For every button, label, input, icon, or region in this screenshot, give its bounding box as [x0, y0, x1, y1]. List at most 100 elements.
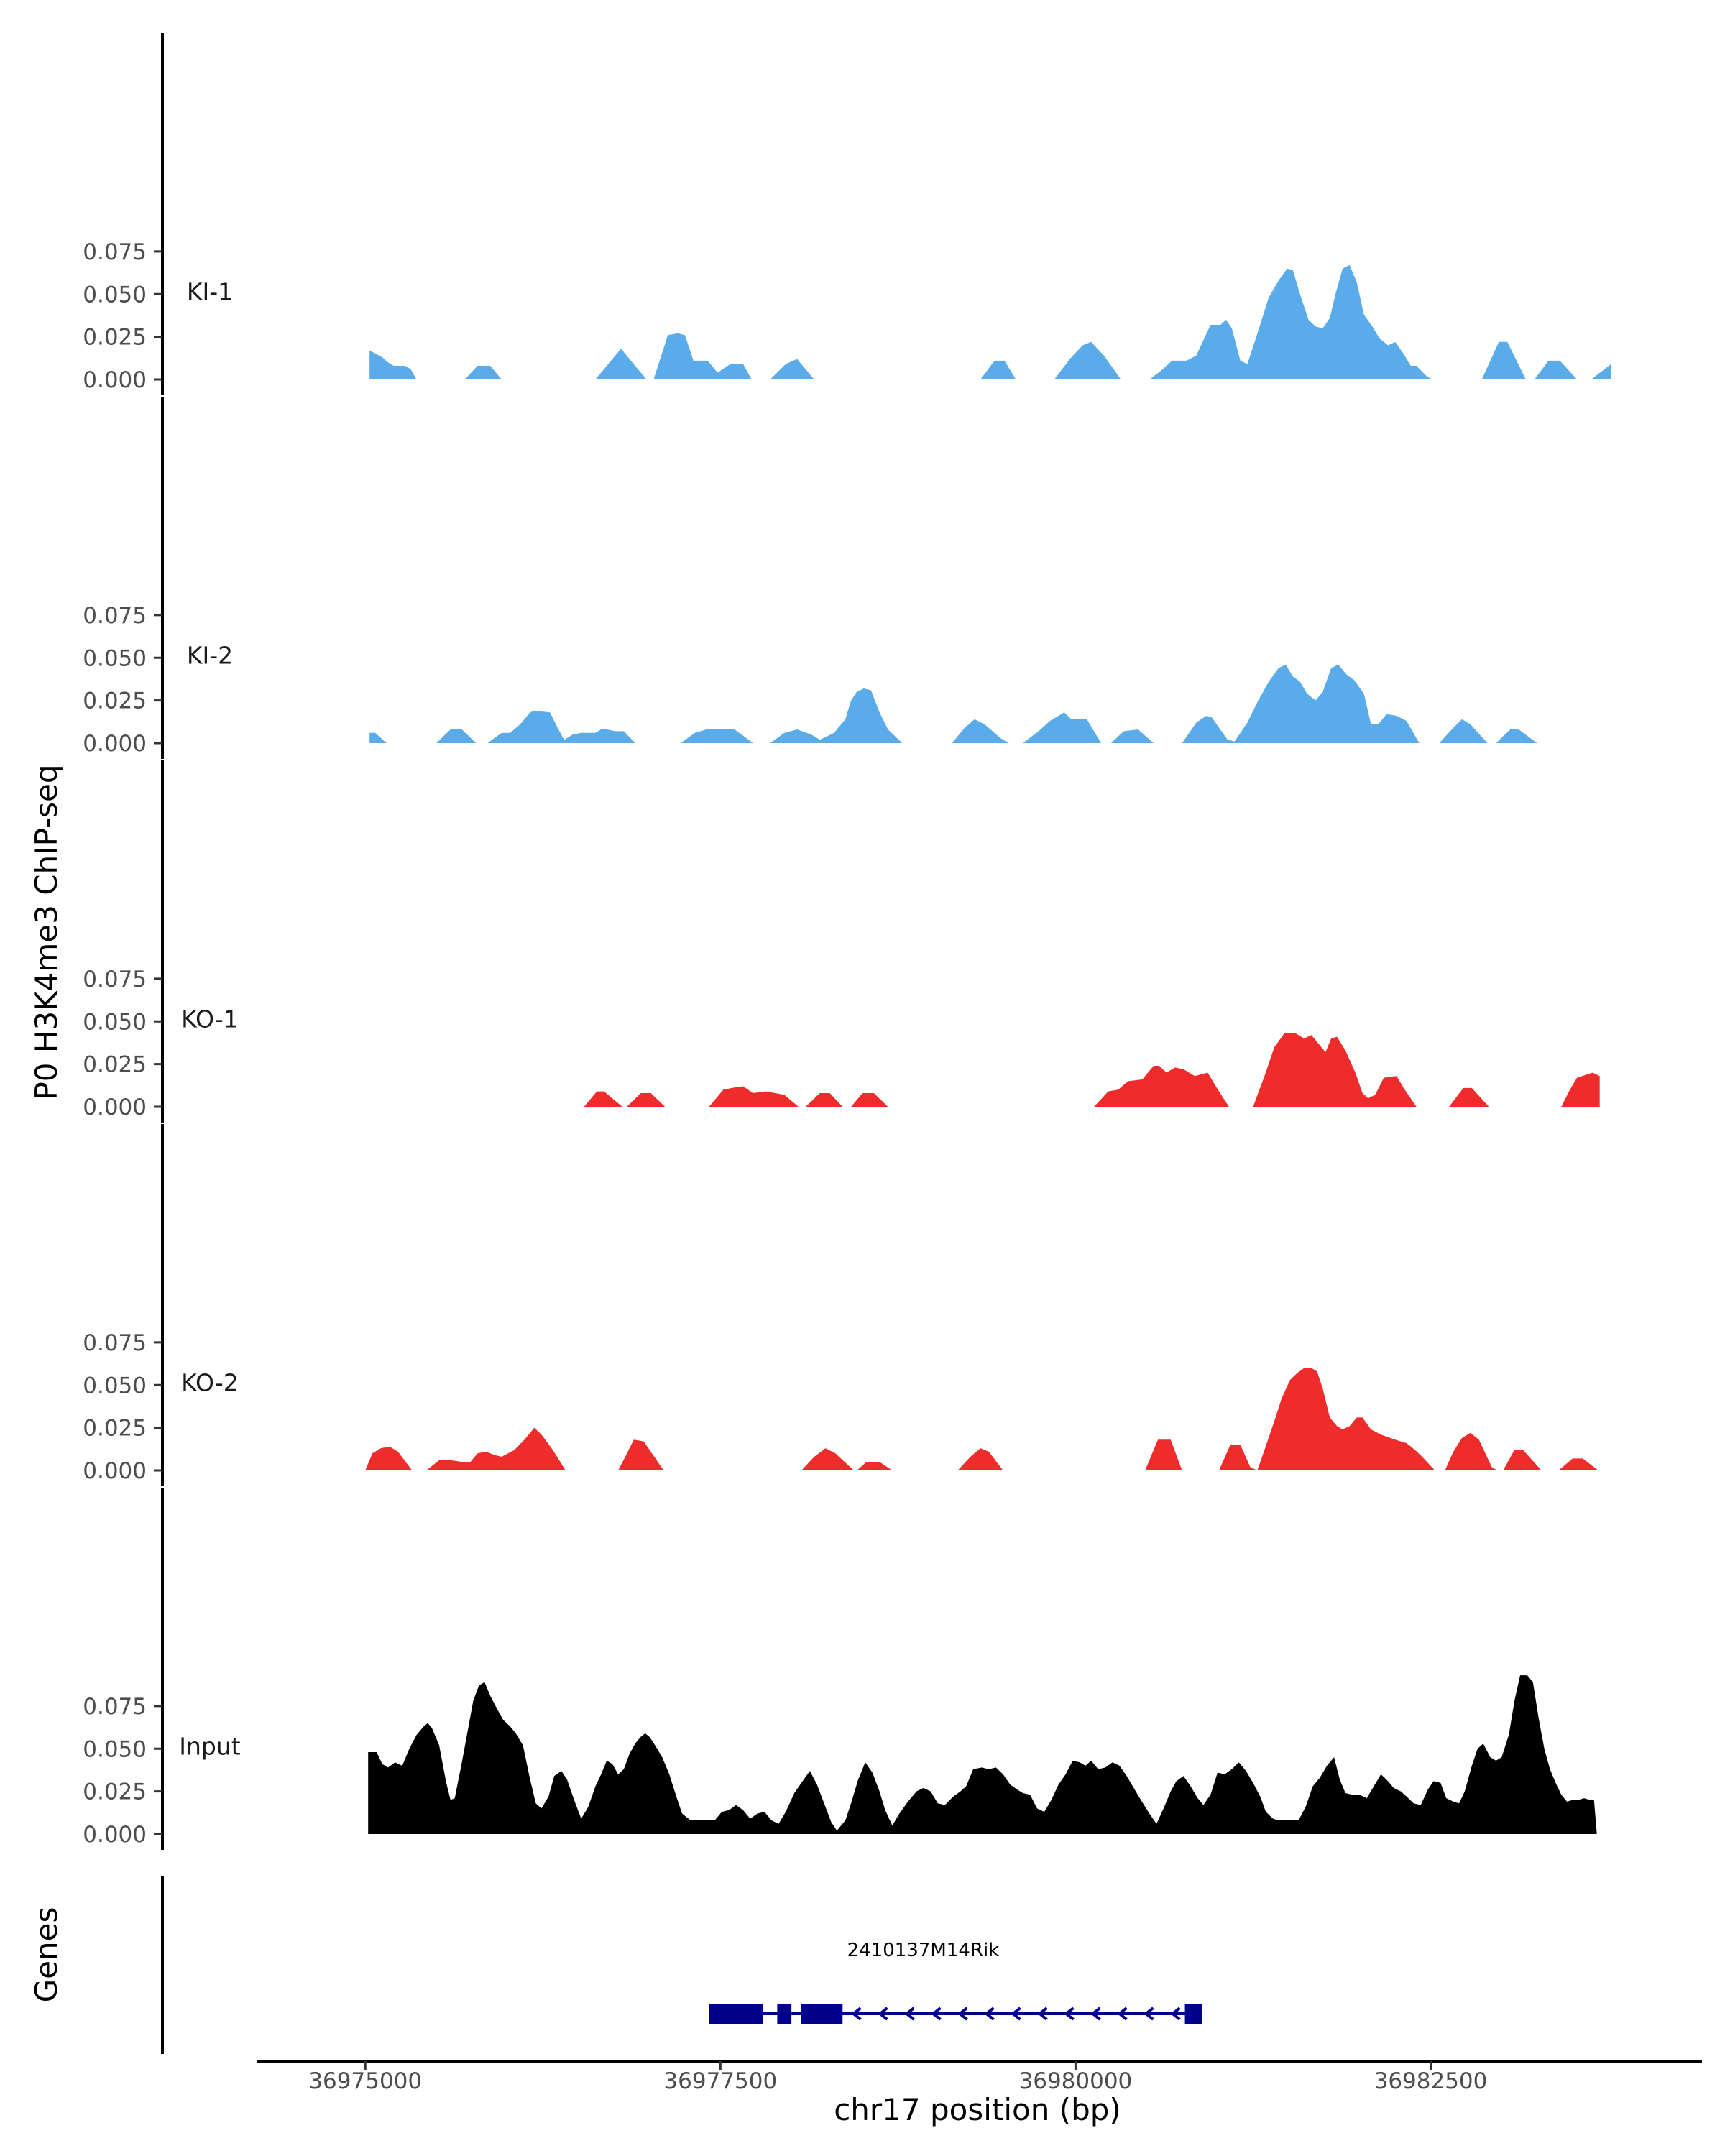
signal-area: [626, 1093, 666, 1107]
signal-area: [1110, 729, 1154, 743]
track-ki-2: 0.000 0.025 0.050 0.075 KI-2: [83, 397, 1537, 759]
y-tick-label: 0.075: [83, 239, 147, 265]
gene-track-title: Genes: [29, 1907, 64, 2003]
signal-area: [1561, 1072, 1600, 1107]
y-axis-title: P0 H3K4me3 ChIP-seq: [29, 764, 64, 1100]
gene-exon: [709, 2004, 763, 2024]
track-input: 0.000 0.025 0.050 0.075 Input: [83, 1488, 1597, 1850]
signal-area: [952, 719, 1009, 743]
signal-area: [436, 729, 477, 743]
y-tick-label: 0.050: [83, 282, 147, 308]
signal-area: [618, 1439, 664, 1470]
y-tick-label: 0.025: [83, 1779, 147, 1805]
signal-area: [1253, 1033, 1417, 1107]
gene-name: 2410137M14Rik: [847, 1940, 1000, 1961]
track-label: KO-2: [181, 1369, 239, 1397]
y-tick-label: 0.050: [83, 1373, 147, 1399]
y-tick-label: 0.050: [83, 1009, 147, 1035]
track-ko-1: 0.000 0.025 0.050 0.075 KO-1: [83, 760, 1600, 1123]
track-label: KI-2: [187, 642, 233, 670]
y-tick-label: 0.025: [83, 1052, 147, 1078]
signal-area: [369, 350, 417, 379]
y-tick-label: 0.000: [83, 1458, 147, 1484]
y-tick-label: 0.025: [83, 1416, 147, 1442]
signal-area: [709, 1086, 799, 1107]
signal-area: [1182, 664, 1420, 743]
signal-area: [1054, 341, 1121, 379]
signal-area: [1481, 341, 1526, 379]
strand-arrow: [878, 2007, 888, 2021]
signal-area: [1094, 1066, 1229, 1107]
strand-arrow: [1170, 2007, 1181, 2021]
signal-area: [1534, 360, 1578, 379]
signal-area: [801, 1448, 855, 1470]
track-panels: 0.0000.0250.0500.075KI-10.0000.0250.0500…: [83, 33, 1611, 1850]
signal-area: [770, 359, 814, 379]
track-label: Input: [179, 1733, 241, 1761]
signal-area: [1558, 1458, 1598, 1470]
y-tick-label: 0.075: [83, 1330, 147, 1356]
signal-area: [1445, 1432, 1498, 1470]
strand-arrow: [1144, 2007, 1154, 2021]
signal-area: [584, 1091, 622, 1107]
y-tick-label: 0.075: [83, 603, 147, 629]
strand-arrow: [957, 2007, 968, 2021]
signal-area: [426, 1427, 566, 1470]
signal-area: [1023, 712, 1101, 743]
signal-area: [980, 360, 1016, 379]
strand-arrow: [904, 2007, 915, 2021]
y-tick-label: 0.025: [83, 325, 147, 351]
track-label: KO-1: [181, 1005, 239, 1033]
x-tick-label: 36977500: [663, 2068, 777, 2094]
signal-area: [487, 710, 635, 743]
strand-arrow: [984, 2007, 995, 2021]
x-tick-label: 36980000: [1019, 2068, 1133, 2094]
signal-area: [1145, 1439, 1182, 1470]
y-tick-label: 0.000: [83, 731, 147, 757]
signal-area: [368, 1675, 1597, 1834]
gene-exon: [1184, 2004, 1202, 2024]
strand-arrow: [931, 2007, 942, 2021]
signal-area: [1219, 1368, 1435, 1470]
x-axis-title: chr17 position (bp): [834, 2092, 1121, 2127]
signal-area: [770, 688, 903, 743]
strand-arrow: [1037, 2007, 1048, 2021]
signal-area: [805, 1093, 843, 1107]
strand-arrow: [851, 2007, 862, 2021]
strand-arrow: [1117, 2007, 1128, 2021]
signal-area: [369, 732, 387, 743]
gene-exon: [801, 2004, 843, 2024]
gene-track: 2410137M14Rik: [161, 1876, 1202, 2054]
signal-area: [851, 1093, 888, 1107]
y-tick-label: 0.000: [83, 367, 147, 393]
track-label: KI-1: [187, 278, 233, 306]
gene-exon: [777, 2004, 792, 2024]
y-tick-label: 0.050: [83, 1736, 147, 1762]
signal-area: [1449, 1087, 1489, 1107]
signal-area: [365, 1446, 413, 1470]
y-tick-label: 0.000: [83, 1822, 147, 1848]
track-ko-2: 0.000 0.025 0.050 0.075 KO-2: [83, 1124, 1598, 1486]
signal-area: [681, 729, 753, 743]
signal-area: [1591, 364, 1611, 379]
y-tick-label: 0.075: [83, 1694, 147, 1720]
signal-area: [1149, 264, 1432, 379]
strand-arrow: [1090, 2007, 1101, 2021]
strand-arrow: [1011, 2007, 1021, 2021]
y-tick-label: 0.025: [83, 688, 147, 714]
x-axis: 36975000 36977500 36980000 36982500: [257, 2060, 1702, 2094]
strand-arrow: [1064, 2007, 1075, 2021]
signal-area: [1503, 1450, 1542, 1470]
signal-area: [595, 333, 752, 379]
y-tick-label: 0.050: [83, 645, 147, 671]
x-tick-label: 36982500: [1374, 2068, 1488, 2094]
signal-area: [857, 1462, 893, 1470]
signal-area: [957, 1448, 1003, 1470]
signal-area: [1496, 729, 1537, 743]
y-tick-label: 0.075: [83, 967, 147, 992]
signal-area: [464, 366, 502, 379]
track-ki-1: 0.000 0.025 0.050 0.075 KI-1: [83, 33, 1611, 395]
y-tick-label: 0.000: [83, 1095, 147, 1120]
x-tick-label: 36975000: [308, 2068, 422, 2094]
